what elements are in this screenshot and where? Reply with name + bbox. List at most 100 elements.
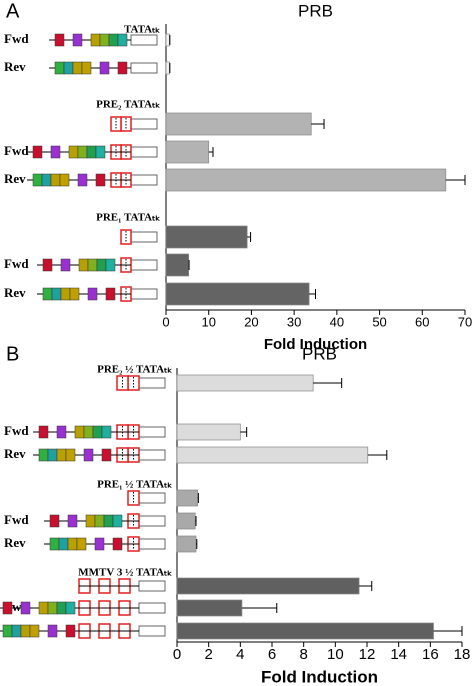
row-label: Rev	[4, 171, 26, 186]
domain-box	[11, 624, 22, 638]
domain-box	[50, 145, 61, 159]
x-tick-label: 20	[244, 314, 258, 329]
x-tick-label: 2	[204, 646, 212, 663]
domain-box	[105, 258, 116, 272]
domain-box	[112, 537, 123, 551]
chart-title: PRB	[302, 344, 337, 363]
domain-box	[65, 448, 76, 462]
domain-box	[2, 624, 13, 638]
tata-box	[130, 118, 158, 130]
error-bar	[311, 119, 325, 129]
bar	[176, 622, 434, 640]
domain-box	[49, 537, 60, 551]
error-bar	[241, 603, 278, 613]
domain-box	[74, 425, 85, 439]
error-bar	[208, 147, 214, 157]
row-label: Fwd	[4, 256, 29, 271]
domain-box	[112, 514, 123, 528]
x-tick-label: 12	[359, 646, 376, 663]
tata-box	[138, 492, 166, 504]
error-bar	[309, 289, 316, 299]
x-tick-label: 10	[327, 646, 344, 663]
bar	[165, 168, 447, 192]
x-tick-label: 16	[422, 646, 439, 663]
domain-box	[72, 33, 83, 47]
domain-box	[94, 537, 105, 551]
construct-label: PRE₁ TATAₜₖ	[96, 212, 160, 224]
tata-box	[130, 146, 158, 158]
error-bar	[313, 378, 343, 388]
bar	[165, 33, 170, 47]
tata-box	[138, 515, 166, 527]
row-label: Rev	[4, 285, 26, 300]
domain-box	[42, 287, 53, 301]
domain-box	[96, 258, 107, 272]
domain-box	[85, 514, 96, 528]
domain-box	[29, 624, 40, 638]
domain-box	[41, 173, 52, 187]
x-axis-label: Fold Induction	[264, 336, 367, 353]
bar	[165, 61, 170, 75]
domain-box	[49, 514, 60, 528]
domain-box	[95, 173, 106, 187]
x-tick-label: 70	[458, 314, 472, 329]
domain-box	[20, 601, 31, 615]
bar	[165, 282, 310, 306]
domain-box	[72, 61, 83, 75]
panel-label: B	[6, 343, 19, 365]
tata-box	[138, 426, 166, 438]
error-bar	[195, 516, 197, 526]
x-axis-label: Fold Induction	[261, 667, 378, 686]
row-label: Rev	[4, 535, 26, 550]
row-label: Rev	[4, 59, 26, 74]
bar	[165, 225, 248, 249]
tata-box	[138, 538, 166, 550]
tata-box	[130, 174, 158, 186]
domain-box	[99, 33, 110, 47]
construct-label: PRE₁ ½ TATAₜₖ	[97, 479, 172, 491]
domain-box	[78, 258, 89, 272]
error-bar	[197, 493, 199, 503]
domain-box	[51, 287, 62, 301]
domain-box	[77, 145, 88, 159]
domain-box	[68, 145, 79, 159]
domain-box	[86, 145, 97, 159]
x-tick-label: 30	[287, 314, 301, 329]
domain-box	[38, 448, 49, 462]
row-label: Fwd	[4, 143, 29, 158]
domain-box	[38, 601, 49, 615]
error-bar	[433, 626, 463, 636]
domain-box	[60, 258, 71, 272]
domain-box	[63, 61, 74, 75]
domain-box	[32, 145, 43, 159]
domain-box	[117, 61, 128, 75]
domain-box	[105, 287, 116, 301]
row-label: Rev	[4, 446, 26, 461]
domain-box	[56, 448, 67, 462]
domain-box	[54, 61, 65, 75]
domain-box	[67, 537, 78, 551]
domain-box	[87, 287, 98, 301]
tata-box	[130, 288, 158, 300]
x-tick-label: 6	[268, 646, 276, 663]
tata-box	[138, 625, 166, 637]
tata-box	[138, 580, 166, 592]
domain-box	[92, 425, 103, 439]
domain-box	[56, 601, 67, 615]
bar	[165, 140, 210, 164]
domain-box	[56, 425, 67, 439]
error-bar	[367, 450, 388, 460]
tata-box	[130, 34, 158, 46]
domain-box	[42, 258, 53, 272]
domain-box	[94, 514, 105, 528]
domain-box	[65, 624, 76, 638]
tata-box	[130, 259, 158, 271]
domain-box	[60, 287, 71, 301]
x-tick-label: 60	[415, 314, 429, 329]
domain-box	[83, 448, 94, 462]
bar	[176, 535, 197, 553]
row-label: Fwd	[4, 31, 29, 46]
domain-box	[103, 514, 114, 528]
x-tick-label: 18	[454, 646, 471, 663]
